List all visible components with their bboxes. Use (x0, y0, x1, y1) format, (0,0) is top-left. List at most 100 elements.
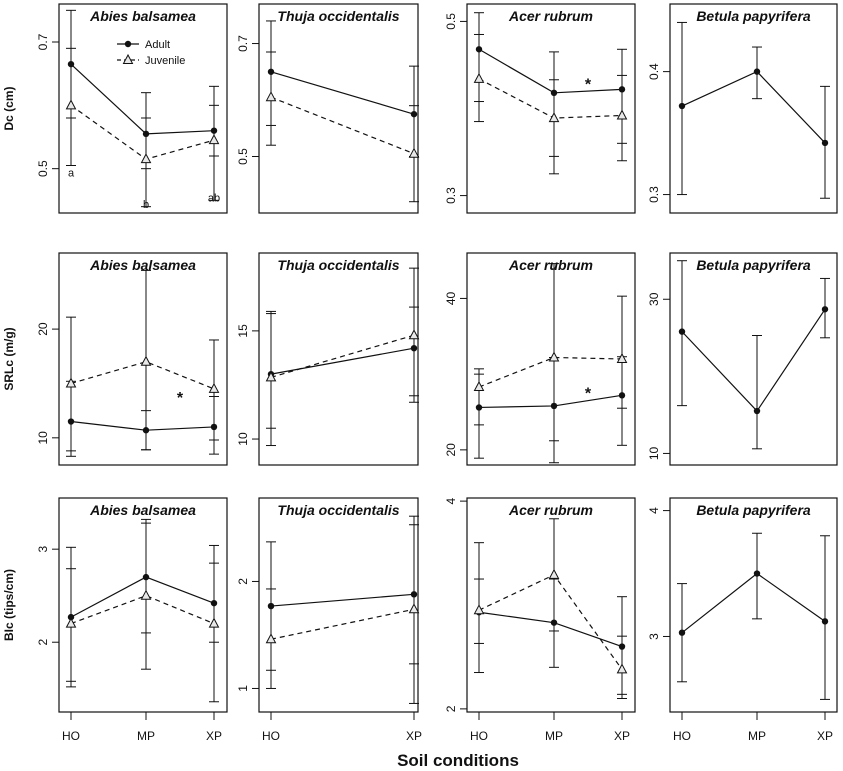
panels-layer: Abies balsamea0.50.7ababAdultJuvenileThu… (36, 3, 838, 713)
x-tick-label: HO (62, 729, 80, 743)
panel-frame (258, 3, 419, 214)
y-tick-label: 0.5 (36, 160, 50, 177)
y-tick-label: 0.7 (236, 35, 250, 52)
y-tick-label: 3 (36, 546, 50, 553)
series-juvenile (65, 269, 220, 452)
data-point-juvenile (140, 355, 152, 366)
legend: Adult Juvenile (117, 39, 185, 67)
data-point-juvenile (473, 380, 485, 392)
legend-label-adult: Adult (145, 39, 170, 51)
y-tick-label: 2 (444, 705, 458, 712)
series-line (478, 78, 623, 119)
data-point-adult (753, 407, 761, 415)
data-point-juvenile (548, 112, 560, 123)
series-juvenile (473, 518, 628, 699)
series-juvenile (473, 263, 628, 442)
panel-frame (58, 3, 228, 214)
panel-1-1: Thuja occidentalis 10 15 (236, 252, 420, 466)
x-tick-label: HO (470, 729, 488, 743)
series-juvenile (65, 47, 220, 208)
panel-0-2: Acer rubrum 0.3 0.5 * (444, 3, 636, 214)
y-tick-label: 10 (36, 431, 50, 445)
series-line (270, 96, 415, 155)
series-line (681, 70, 826, 144)
panel-0-1: Thuja occidentalis 0.5 0.7 (236, 3, 420, 214)
series-adult (474, 356, 627, 464)
y-tick-label: 20 (444, 443, 458, 457)
data-point-juvenile (616, 663, 628, 674)
data-point-adult (678, 102, 686, 110)
panel-title: Acer rubrum (508, 502, 593, 518)
y-tick-label: 30 (647, 292, 661, 306)
panel-1-0: Abies balsamea 10 20 * (36, 252, 228, 466)
panel-frame (669, 252, 838, 466)
series-line (70, 595, 215, 625)
series-adult (266, 306, 419, 429)
series-adult (677, 532, 830, 700)
y-tick-label: 15 (236, 324, 250, 338)
data-point-juvenile (208, 134, 220, 145)
data-point-juvenile (548, 351, 560, 362)
y-tick-label: 4 (647, 507, 661, 514)
y-tick-label: 1 (236, 685, 250, 692)
series-line (70, 420, 215, 431)
data-point-adult (678, 629, 686, 636)
annotation-label: ab (208, 193, 220, 205)
series-line (70, 361, 215, 390)
series-line (270, 71, 415, 115)
series-line (478, 611, 623, 648)
series-line (478, 48, 623, 94)
series-line (270, 593, 415, 607)
x-tick-label: XP (406, 729, 422, 743)
y-tick-label: 0.3 (647, 186, 661, 203)
legend-marker-juvenile (122, 53, 134, 64)
series-line (478, 356, 623, 388)
y-tick-label: 0.4 (647, 63, 661, 80)
panel-title: Betula papyrifera (696, 257, 811, 273)
panel-title: Thuja occidentalis (277, 8, 399, 24)
panel-title: Acer rubrum (508, 257, 593, 273)
panel-frame (258, 252, 419, 466)
y-axis-label: SRLc (m/g) (2, 327, 16, 390)
data-point-juvenile (616, 352, 628, 363)
panel-1-2: Acer rubrum 20 40 * (444, 252, 636, 466)
series-adult (677, 260, 830, 450)
data-point-juvenile (265, 633, 277, 644)
y-tick-label: 0.5 (444, 13, 458, 30)
panel-frame (466, 497, 636, 713)
data-point-juvenile (265, 371, 277, 382)
panel-title: Thuja occidentalis (277, 502, 399, 518)
panel-title: Abies balsamea (89, 8, 196, 24)
annotation-label: b (143, 199, 149, 211)
panel-frame (466, 252, 636, 466)
series-adult (474, 12, 627, 157)
panel-title: Betula papyrifera (696, 8, 811, 24)
series-adult (66, 380, 219, 457)
data-point-juvenile (616, 109, 628, 120)
y-tick-label: 0.3 (444, 187, 458, 204)
panel-frame (466, 3, 636, 214)
panel-1-3: Betula papyrifera 10 30 (647, 252, 838, 466)
data-point-juvenile (408, 603, 420, 614)
panel-frame (669, 3, 838, 214)
data-point-juvenile (208, 382, 220, 393)
y-tick-label: 0.5 (236, 148, 250, 165)
y-axis-label: Dc (cm) (2, 86, 16, 130)
data-point-juvenile (65, 377, 77, 388)
annotation-label: * (585, 76, 592, 93)
series-adult (266, 524, 419, 671)
legend-label-juvenile: Juvenile (145, 55, 185, 67)
x-tick-label: MP (137, 729, 155, 743)
series-juvenile (265, 51, 420, 203)
data-point-juvenile (140, 153, 152, 164)
y-tick-label: 0.7 (36, 33, 50, 50)
y-tick-label: 4 (444, 497, 458, 504)
series-line (681, 308, 826, 412)
series-line (70, 63, 215, 135)
x-tick-label: MP (748, 729, 766, 743)
panel-title: Thuja occidentalis (277, 257, 399, 273)
series-line (681, 572, 826, 634)
data-point-adult (821, 306, 829, 313)
y-tick-label: 10 (647, 446, 661, 460)
